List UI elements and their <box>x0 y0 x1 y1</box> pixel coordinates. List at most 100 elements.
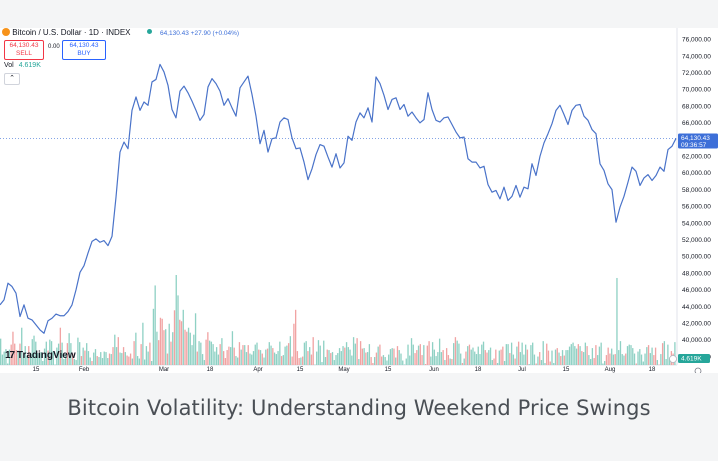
volume-bar <box>424 364 427 365</box>
buy-button[interactable]: 64,130.43 BUY <box>62 40 106 60</box>
volume-bar <box>309 347 311 365</box>
volume-bar <box>50 341 53 365</box>
volume-bar <box>52 351 54 365</box>
volume-bar <box>565 350 567 365</box>
sell-button[interactable]: 64,130.43 SELL <box>4 40 44 60</box>
volume-bar <box>259 350 262 365</box>
volume-bar <box>532 342 534 365</box>
volume-bar <box>528 364 530 365</box>
x-tick-label: 18 <box>207 367 214 373</box>
volume-bar <box>363 348 365 365</box>
volume-bar <box>651 347 653 365</box>
volume-bar <box>214 351 216 365</box>
volume-bar <box>333 360 335 365</box>
x-tick-label: 15 <box>297 367 304 373</box>
volume-bar <box>365 352 367 365</box>
volume-bar <box>447 355 450 365</box>
volume-bar <box>431 342 434 365</box>
volume-bar <box>33 335 35 365</box>
volume-bar <box>484 350 486 365</box>
scroll-to-latest-icon <box>669 355 677 363</box>
volume-bar <box>300 357 302 365</box>
volume-bar <box>186 331 188 365</box>
volume-bar <box>284 346 286 365</box>
volume-bar <box>607 347 609 365</box>
y-tick-label: 74,000.00 <box>682 53 711 60</box>
volume-bar <box>430 356 432 365</box>
y-tick-label: 68,000.00 <box>682 103 711 110</box>
volume-bar <box>230 347 232 365</box>
volume-bar <box>554 349 557 365</box>
volume-bar <box>509 353 511 365</box>
volume-bar <box>165 329 167 365</box>
volume-bar <box>663 341 666 365</box>
volume-bar <box>98 357 100 365</box>
volume-bar <box>114 334 116 365</box>
volume-bar <box>296 351 299 365</box>
y-tick-label: 76,000.00 <box>682 37 711 44</box>
volume-bar <box>210 341 213 365</box>
volume-bar <box>121 353 123 365</box>
volume-bar <box>342 346 344 365</box>
volume-bar <box>212 344 214 365</box>
y-tick-label: 70,000.00 <box>682 87 711 94</box>
volume-bar <box>254 344 256 365</box>
volume-bar <box>194 313 197 365</box>
volume-bar <box>289 336 292 365</box>
volume-bar <box>352 337 355 365</box>
volume-bar <box>29 355 32 365</box>
volume-bar <box>373 357 376 365</box>
x-tick-label: 18 <box>475 367 482 373</box>
volume-bar <box>488 350 490 365</box>
volume-bar <box>63 359 65 365</box>
volume-bar <box>337 353 339 365</box>
volume-bar <box>500 349 502 365</box>
volume-bar <box>386 360 388 365</box>
volume-bar <box>14 343 16 365</box>
volume-bar <box>170 341 172 365</box>
volume-bar <box>252 351 255 365</box>
volume-bar <box>314 364 316 365</box>
y-tick-label: 42,000.00 <box>682 320 711 327</box>
volume-bar <box>149 342 151 365</box>
tradingview-logo-text: TradingView <box>16 350 76 361</box>
volume-bar <box>595 345 597 365</box>
volume-value: 4.619K <box>18 62 41 69</box>
volume-bar <box>398 350 400 365</box>
y-tick-label: 72,000.00 <box>682 70 711 77</box>
volume-bar <box>438 338 441 365</box>
volume-bar <box>57 343 60 365</box>
volume-bar <box>142 322 144 365</box>
volume-label: Vol <box>4 62 14 69</box>
volume-bar <box>472 347 474 365</box>
bitcoin-logo-icon <box>2 28 10 36</box>
volume-bar <box>82 347 84 365</box>
x-tick-label: Aug <box>605 367 616 373</box>
volume-bar <box>544 363 546 365</box>
volume-bar <box>537 356 539 365</box>
volume-bar <box>400 353 402 365</box>
price-chart[interactable]: 38,000.0040,000.0042,000.0044,000.0046,0… <box>0 28 718 373</box>
volume-bar <box>382 355 385 365</box>
x-tick-label: 15 <box>385 367 392 373</box>
volume-bar <box>647 345 650 365</box>
volume-bar <box>632 348 634 365</box>
volume-bar <box>303 342 306 365</box>
volume-bar <box>505 344 507 365</box>
collapse-chevron-icon[interactable]: ⌃ <box>4 73 20 85</box>
volume-bar <box>458 343 460 365</box>
volume-bar <box>56 347 58 365</box>
volume-bar <box>182 309 184 365</box>
volume-bar <box>179 319 181 365</box>
volume-bar <box>582 352 585 365</box>
volume-bar <box>163 330 165 365</box>
volume-bar <box>503 361 506 365</box>
volume-bar <box>105 352 107 365</box>
volume-bar <box>491 360 493 365</box>
volume-bar <box>166 353 169 365</box>
volume-bar <box>86 343 88 365</box>
volume-bar <box>119 352 121 365</box>
volume-bar <box>514 358 516 365</box>
volume-bar <box>338 348 341 365</box>
buy-label: BUY <box>77 50 91 57</box>
